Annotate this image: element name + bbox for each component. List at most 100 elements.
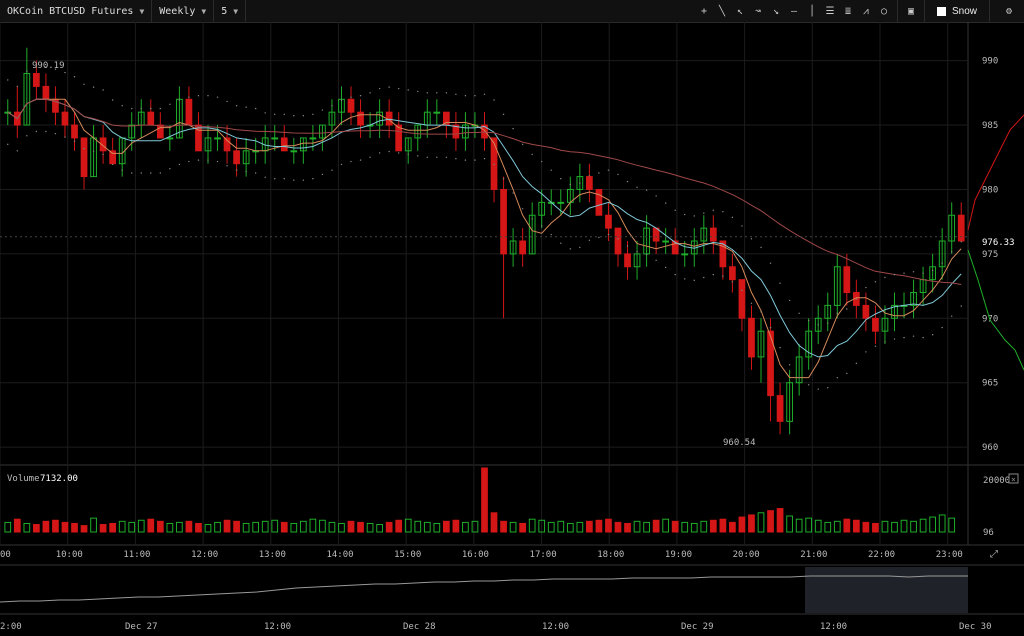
envelope-dot: [817, 324, 819, 326]
envelope-dot: [922, 272, 924, 274]
envelope-dot: [521, 143, 524, 146]
envelope-dot: [417, 155, 419, 157]
volume-bar: [299, 520, 307, 533]
envelope-dot: [931, 334, 934, 336]
envelope-dot: [340, 99, 343, 101]
candle-body: [80, 137, 88, 178]
candle-body: [824, 304, 832, 319]
close-x: ×: [1011, 475, 1016, 484]
overview-tick-label: 2:00: [0, 622, 22, 632]
envelope-dot: [531, 218, 533, 220]
overview-navigator[interactable]: 2:00 Dec 27 12:00 Dec 28 12:00 Dec 29 12:00 Dec…: [0, 567, 1024, 632]
envelope-dot: [579, 246, 581, 249]
crosshair-icon[interactable]: +: [700, 5, 707, 17]
envelope-dot: [483, 93, 486, 95]
envelope-dot: [235, 105, 238, 107]
envelope-dot: [531, 153, 533, 156]
overview-tick-label: 12:00: [264, 622, 291, 632]
symbol-selector[interactable]: OKCoin BTCUSD Futures ▼: [0, 0, 153, 22]
envelope-dot: [560, 242, 562, 244]
line-icon[interactable]: ╲: [718, 5, 725, 17]
lines-icon[interactable]: ☰: [825, 5, 835, 17]
envelope-dot: [73, 76, 76, 78]
candle-body: [633, 253, 641, 268]
envelope-dot: [226, 100, 228, 103]
overview-tick-label: Dec 30: [959, 622, 992, 632]
volume-bar: [938, 514, 946, 533]
save-icon[interactable]: ▣: [907, 5, 914, 17]
volume-bar: [376, 524, 383, 533]
circle-icon[interactable]: ○: [880, 5, 887, 17]
volume-bar: [347, 520, 355, 533]
volume-bar: [566, 522, 574, 533]
candle-body: [404, 137, 412, 152]
volume-bar: [748, 514, 755, 533]
volume-bar: [862, 521, 870, 533]
hline-icon[interactable]: –: [790, 5, 797, 17]
envelope-dot: [750, 238, 753, 240]
gear-icon[interactable]: ⚙: [1005, 5, 1013, 17]
overview-selection: [805, 567, 968, 613]
candle-body: [156, 124, 164, 139]
envelope-dot: [150, 172, 152, 174]
volume-bar: [338, 522, 345, 533]
candle-body: [33, 73, 40, 87]
candle-body: [500, 188, 507, 255]
arrow-icon[interactable]: ↘: [772, 5, 779, 17]
candle-body: [643, 227, 650, 255]
volume-bar: [137, 519, 145, 533]
volume-bar: [147, 518, 155, 533]
envelope-dot: [426, 156, 428, 158]
ray-icon[interactable]: ↖: [736, 5, 743, 17]
envelope-dot: [817, 388, 819, 390]
volume-bar: [462, 521, 469, 533]
envelope-dot: [283, 113, 285, 116]
volume-bar: [519, 522, 526, 533]
volume-bar: [385, 521, 393, 533]
volume-bar: [328, 521, 336, 533]
time-tick-label: 20:00: [733, 550, 760, 560]
volume-bar: [90, 517, 97, 533]
volume-bar: [852, 519, 860, 533]
volume-bar: [729, 521, 736, 533]
last-price-box: [973, 234, 1024, 248]
fib-icon[interactable]: ≣: [844, 5, 851, 17]
vline-icon[interactable]: │: [808, 5, 815, 17]
envelope-dot: [169, 103, 171, 106]
expand-icon[interactable]: ⤢: [990, 549, 998, 560]
envelope-dot: [674, 209, 676, 211]
volume-bar: [614, 521, 622, 533]
envelope-dot: [178, 163, 181, 166]
envelope-dot: [140, 172, 142, 174]
envelope-dot: [836, 376, 838, 379]
volume-bar: [795, 518, 803, 533]
high-label: 990.19: [32, 61, 65, 71]
close-icon[interactable]: [1008, 473, 1019, 484]
contract-selector[interactable]: Weekly ▼: [152, 0, 215, 22]
envelope-dot: [607, 233, 610, 236]
envelope-dot: [750, 302, 753, 304]
envelope-dot: [207, 95, 209, 97]
candle-body: [357, 111, 364, 126]
candle-body: [204, 137, 212, 152]
checkbox-icon[interactable]: [936, 6, 946, 16]
envelope-dot: [264, 112, 266, 114]
candle-body: [576, 176, 584, 190]
envelope-dot: [684, 213, 686, 216]
envelope-dot: [216, 160, 219, 163]
envelope-dot: [83, 83, 85, 85]
candle-body: [862, 304, 870, 319]
fan-icon[interactable]: ⩘: [863, 5, 869, 17]
curve-icon[interactable]: ↝: [754, 5, 761, 17]
envelope-dot: [674, 273, 676, 276]
envelope-dot: [617, 173, 619, 176]
snow-toggle[interactable]: Snow: [929, 6, 985, 17]
envelope-dot: [827, 387, 829, 389]
candle-body: [814, 317, 822, 332]
interval-selector[interactable]: 5 ▼: [214, 0, 247, 22]
envelope-dot: [131, 107, 133, 110]
volume-bar: [586, 520, 593, 533]
volume-bar: [23, 522, 31, 533]
envelope-dot: [912, 335, 915, 337]
